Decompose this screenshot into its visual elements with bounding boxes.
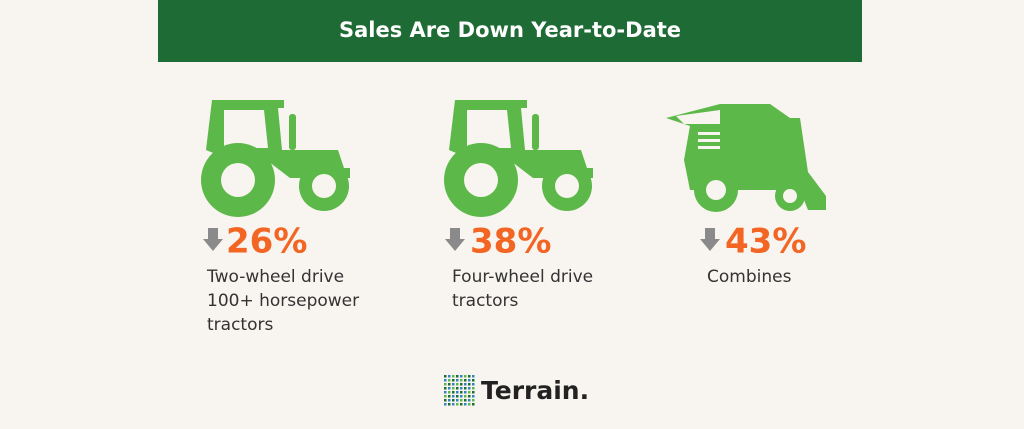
logo-dot xyxy=(472,391,475,394)
item-label: Two-wheel drive xyxy=(206,267,344,287)
logo-dot xyxy=(456,387,459,390)
logo-dot xyxy=(464,391,467,394)
logo-dot xyxy=(460,403,463,406)
logo-dot xyxy=(472,387,475,390)
item-label: Combines xyxy=(707,267,792,287)
logo-dot xyxy=(472,395,475,398)
logo-dot xyxy=(444,391,447,394)
logo-dot xyxy=(452,375,455,378)
logo-dot xyxy=(456,379,459,382)
logo-dot xyxy=(444,387,447,390)
logo-dot xyxy=(444,403,447,406)
logo-dot xyxy=(456,383,459,386)
logo-dot xyxy=(448,391,451,394)
logo-dot xyxy=(460,383,463,386)
logo-dot xyxy=(448,383,451,386)
down-arrow xyxy=(700,228,720,251)
logo-dot xyxy=(468,399,471,402)
logo-dot xyxy=(468,383,471,386)
logo-dot xyxy=(448,379,451,382)
logo-dot xyxy=(452,395,455,398)
logo-dot xyxy=(444,379,447,382)
logo-dot xyxy=(464,403,467,406)
down-arrow xyxy=(203,228,223,251)
logo-mark xyxy=(444,375,475,406)
item-label: Four-wheel drive xyxy=(452,267,593,287)
logo-dot xyxy=(460,399,463,402)
logo-dot xyxy=(464,383,467,386)
logo-dot xyxy=(444,399,447,402)
logo-dot xyxy=(452,387,455,390)
logo-dot xyxy=(472,403,475,406)
item-label: 100+ horsepower xyxy=(207,291,359,311)
logo-dot xyxy=(456,403,459,406)
logo-dot xyxy=(472,399,475,402)
logo-dot xyxy=(468,379,471,382)
tractor-icon xyxy=(444,100,593,217)
item-label: tractors xyxy=(207,315,273,335)
logo-dot xyxy=(456,375,459,378)
logo-dot xyxy=(448,403,451,406)
logo-dot xyxy=(460,391,463,394)
down-arrow xyxy=(445,228,465,251)
title: Sales Are Down Year-to-Date xyxy=(339,18,681,42)
header-banner xyxy=(158,0,862,62)
logo-dot xyxy=(452,403,455,406)
logo-dot xyxy=(464,379,467,382)
percent-change: 38% xyxy=(470,222,551,262)
item-label: tractors xyxy=(452,291,518,311)
logo-dot xyxy=(456,391,459,394)
logo-dot xyxy=(464,375,467,378)
logo-dot xyxy=(452,399,455,402)
logo-dot xyxy=(444,383,447,386)
logo-dot xyxy=(464,395,467,398)
logo-dot xyxy=(444,375,447,378)
percent-change: 43% xyxy=(725,222,806,262)
logo-dot xyxy=(460,387,463,390)
logo-dot xyxy=(468,395,471,398)
logo-dot xyxy=(464,399,467,402)
logo-dot xyxy=(468,391,471,394)
logo-dot xyxy=(444,395,447,398)
tractor-icon xyxy=(201,100,350,217)
logo-dot xyxy=(472,379,475,382)
logo-dot xyxy=(448,387,451,390)
logo-dot xyxy=(464,387,467,390)
logo-dot xyxy=(452,379,455,382)
logo-dot xyxy=(448,399,451,402)
logo-dot xyxy=(460,395,463,398)
logo-dot xyxy=(456,395,459,398)
logo-dot xyxy=(448,395,451,398)
logo-dot xyxy=(472,375,475,378)
logo-dot xyxy=(468,387,471,390)
logo-dot xyxy=(452,391,455,394)
logo-dot xyxy=(448,375,451,378)
logo-dot xyxy=(472,383,475,386)
logo-text: Terrain. xyxy=(481,376,589,405)
logo-dot xyxy=(460,375,463,378)
logo-dot xyxy=(460,379,463,382)
logo-dot xyxy=(468,403,471,406)
percent-change: 26% xyxy=(226,222,307,262)
logo-dot xyxy=(456,399,459,402)
logo-dot xyxy=(452,383,455,386)
combine-icon xyxy=(666,104,826,212)
logo-dot xyxy=(468,375,471,378)
